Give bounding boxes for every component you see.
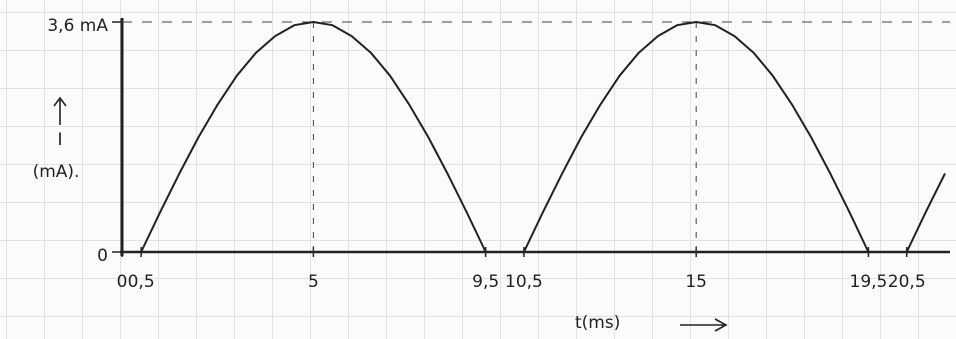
y-unit: (mA).	[33, 162, 80, 182]
x-tick-label: 10,5	[505, 272, 543, 292]
x-tick-label: 20,5	[888, 272, 926, 292]
x-tick-label: 0,5	[128, 272, 155, 292]
x-tick-label: 15	[685, 272, 707, 292]
y-tick-label: 3,6 mA	[47, 16, 108, 36]
chart: I (mA). t(ms) 00,559,510,51519,520,503,6…	[0, 0, 956, 339]
x-tick-label: 5	[308, 272, 319, 292]
y-tick-label: 0	[97, 246, 108, 266]
x-tick-label: 0	[117, 272, 128, 292]
x-tick-label: 19,5	[850, 272, 888, 292]
series-line	[122, 22, 945, 252]
x-tick-label: 9,5	[472, 272, 499, 292]
y-arrow	[54, 98, 66, 125]
x-label: t(ms)	[575, 313, 620, 333]
y-label: I	[57, 130, 62, 150]
x-arrow	[680, 319, 726, 331]
